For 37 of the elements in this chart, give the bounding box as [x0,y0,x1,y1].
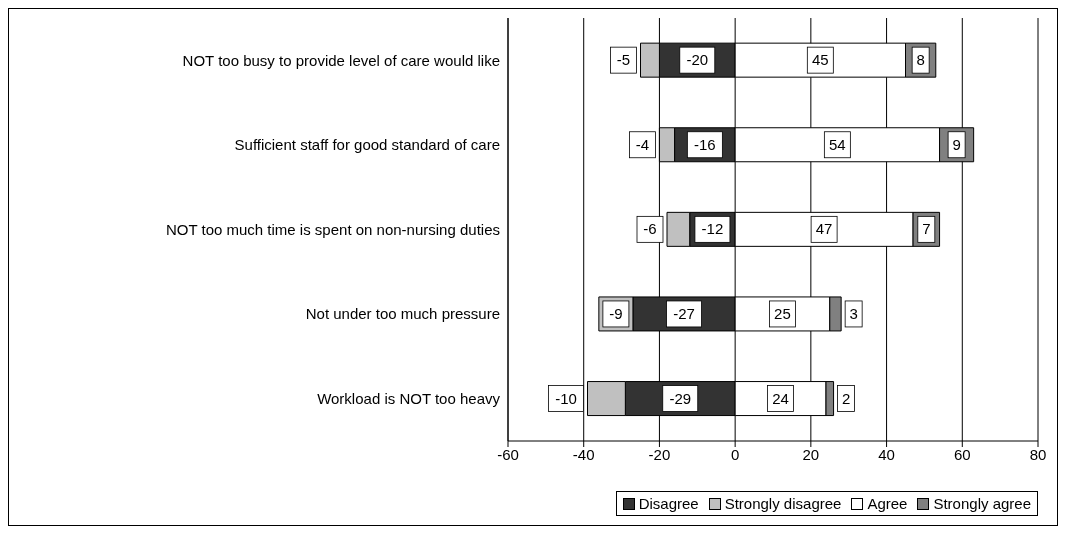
y-tick-label: NOT too much time is spent on non-nursing duties [165,220,500,238]
legend-label: Agree [866,495,908,512]
data-label: 7 [922,220,931,238]
x-tick-label: 20 [802,445,820,463]
data-label: -6 [643,220,657,238]
x-tick-label: 40 [878,445,895,463]
data-label: -10 [555,389,577,407]
data-label: -9 [609,304,623,322]
data-label: -12 [701,220,724,238]
x-tick-label: 60 [953,445,971,463]
data-label: 47 [815,220,833,238]
data-label: -4 [635,135,650,153]
data-label: 9 [952,135,961,153]
data-label: 45 [811,51,829,69]
data-label: 24 [772,389,789,407]
x-tick-label: -20 [648,445,671,463]
data-label: -5 [616,51,631,69]
legend-label: Disagree [637,495,699,512]
data-label: 3 [849,304,858,322]
data-label: 25 [774,304,791,322]
y-tick-label: Not under too much pressure [305,305,500,323]
data-label: -27 [673,304,695,322]
y-tick-label: Workload is NOT too heavy [317,390,501,408]
x-tick-label: -60 [497,445,519,463]
legend-label: Strongly disagree [723,495,842,512]
data-label: -20 [686,51,709,69]
x-tick-label: 80 [1029,445,1047,463]
x-tick-label: 0 [730,445,740,463]
data-label: -29 [669,389,692,407]
data-label: 8 [916,51,925,69]
data-label: -16 [694,135,716,153]
data-label: 54 [829,135,846,153]
x-tick-label: -40 [572,445,595,463]
y-tick-label: Sufficient staff for good standard of care [234,136,500,154]
data-label: 2 [841,389,851,407]
legend-label: Strongly agree [932,495,1031,512]
y-tick-label: NOT too busy to provide level of care would like [182,51,500,69]
